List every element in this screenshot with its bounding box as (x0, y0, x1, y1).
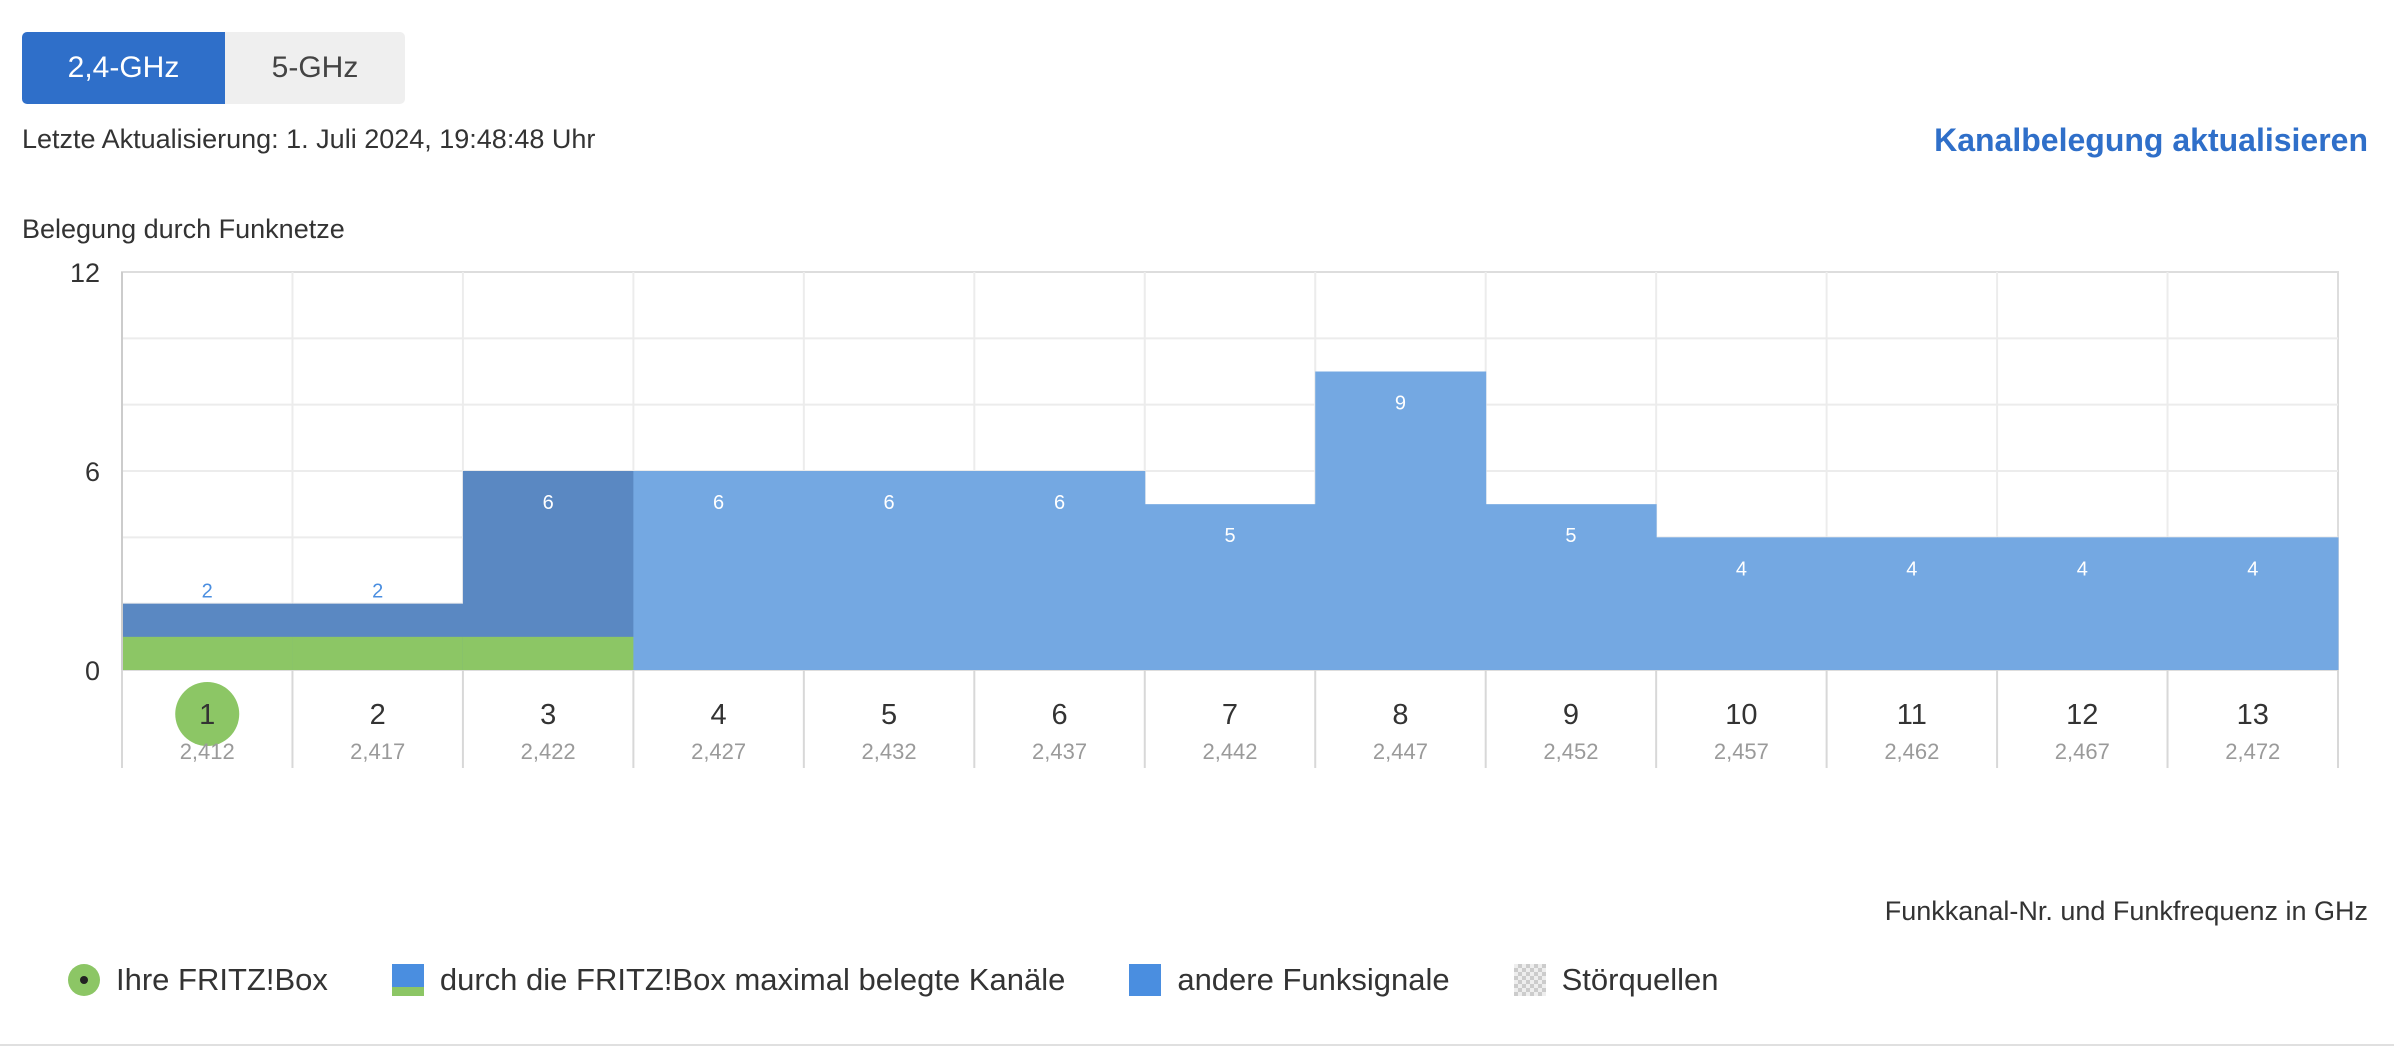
bar-value-label-7: 5 (1224, 525, 1235, 547)
bar-channel-10 (1656, 537, 1828, 670)
fritzbox-band-channel-2 (292, 636, 464, 670)
bar-channel-9 (1485, 504, 1657, 670)
x-tick-frequency-12: 2,467 (2055, 739, 2110, 764)
y-tick-label: 0 (85, 656, 100, 686)
x-tick-channel-1: 1 (199, 699, 215, 731)
x-tick-channel-6: 6 (1051, 699, 1067, 731)
x-tick-frequency-10: 2,457 (1714, 739, 1769, 764)
bar-value-label-12: 4 (2077, 558, 2088, 580)
x-tick-channel-9: 9 (1563, 699, 1579, 731)
x-tick-frequency-13: 2,472 (2225, 739, 2280, 764)
bar-value-label-5: 6 (884, 492, 895, 514)
legend-item-own-box: Ihre FRITZ!Box (68, 962, 328, 998)
x-tick-channel-2: 2 (370, 699, 386, 731)
last-update-text: Letzte Aktualisierung: 1. Juli 2024, 19:… (22, 124, 596, 154)
bar-value-label-2: 2 (372, 581, 383, 603)
fritzbox-dot-icon (68, 964, 100, 996)
x-tick-frequency-9: 2,452 (1543, 739, 1598, 764)
bar-channel-12 (1997, 537, 2169, 670)
bar-channel-3 (462, 471, 634, 670)
bar-value-label-8: 9 (1395, 393, 1406, 415)
y-tick-label: 6 (85, 457, 100, 487)
x-tick-frequency-2: 2,417 (350, 739, 405, 764)
x-tick-frequency-3: 2,422 (521, 739, 576, 764)
bar-value-label-3: 6 (543, 492, 554, 514)
x-tick-channel-4: 4 (711, 699, 727, 731)
bar-value-label-1: 2 (202, 581, 213, 603)
chart-title: Belegung durch Funknetze (22, 214, 345, 244)
bar-value-label-4: 6 (713, 492, 724, 514)
channel-occupancy-chart: 2 2 6 6 6 6 5 9 5 4 4 4 4 0 6 12 1 2,412 2 2,417 3 2,422 4 2,42… (70, 258, 2339, 768)
bar-channel-7 (1144, 504, 1316, 670)
interference-swatch-icon (1513, 964, 1546, 996)
fritzbox-band-channel-1 (122, 636, 293, 670)
refresh-channels-link[interactable]: Kanalbelegung aktualisieren (1934, 122, 2368, 158)
bar-value-label-9: 5 (1565, 525, 1576, 547)
x-tick-frequency-7: 2,442 (1202, 739, 1257, 764)
tab-5-ghz[interactable]: 5-GHz (225, 32, 405, 104)
x-tick-channel-12: 12 (2066, 699, 2098, 731)
bar-channel-11 (1826, 537, 1998, 670)
x-tick-frequency-8: 2,447 (1373, 739, 1428, 764)
legend-label-own-box: Ihre FRITZ!Box (116, 962, 328, 997)
x-tick-channel-11: 11 (1897, 699, 1927, 731)
other-signals-swatch-icon (1129, 964, 1162, 996)
x-axis-label: Funkkanal-Nr. und Funkfrequenz in GHz (1884, 896, 2368, 926)
y-tick-label: 12 (70, 258, 100, 288)
bar-channel-5 (803, 471, 975, 670)
own-channel-marker-icon (175, 682, 240, 746)
x-tick-channel-5: 5 (881, 699, 897, 731)
bar-channel-4 (633, 471, 805, 670)
bar-value-label-6: 6 (1054, 492, 1065, 514)
bar-value-label-10: 4 (1736, 558, 1747, 580)
fritzbox-channels-swatch-icon (391, 964, 424, 996)
legend-label-max-channels: durch die FRITZ!Box maximal belegte Kanä… (439, 962, 1066, 997)
legend-label-other-signals: andere Funksignale (1177, 962, 1450, 997)
bottom-divider (0, 1044, 2394, 1046)
legend-label-interference: Störquellen (1561, 962, 1719, 997)
tab-2-4-ghz[interactable]: 2,4-GHz (22, 32, 225, 104)
x-tick-frequency-11: 2,462 (1884, 739, 1939, 764)
band-tabs: 2,4-GHz 5-GHz (22, 32, 405, 104)
x-tick-channel-7: 7 (1222, 699, 1238, 731)
bar-channel-8 (1315, 371, 1487, 670)
x-tick-channel-13: 13 (2237, 699, 2269, 731)
x-tick-frequency-5: 2,432 (862, 739, 917, 764)
bar-value-label-13: 4 (2247, 558, 2258, 580)
x-tick-frequency-4: 2,427 (691, 739, 746, 764)
legend-item-other-signals: andere Funksignale (1129, 962, 1450, 998)
bar-value-label-11: 4 (1906, 558, 1917, 580)
fritzbox-band-channel-3 (462, 636, 634, 670)
x-tick-channel-10: 10 (1725, 699, 1757, 731)
x-tick-frequency-1: 2,412 (180, 739, 235, 764)
x-tick-channel-3: 3 (540, 699, 556, 731)
legend-item-interference: Störquellen (1513, 962, 1719, 998)
legend-item-max-channels: durch die FRITZ!Box maximal belegte Kanä… (391, 962, 1066, 998)
bar-channel-6 (974, 471, 1146, 670)
x-tick-frequency-6: 2,437 (1032, 739, 1087, 764)
legend: Ihre FRITZ!Box durch die FRITZ!Box maxim… (68, 962, 1782, 998)
bar-channel-13 (2167, 537, 2339, 670)
x-tick-channel-8: 8 (1392, 699, 1408, 731)
